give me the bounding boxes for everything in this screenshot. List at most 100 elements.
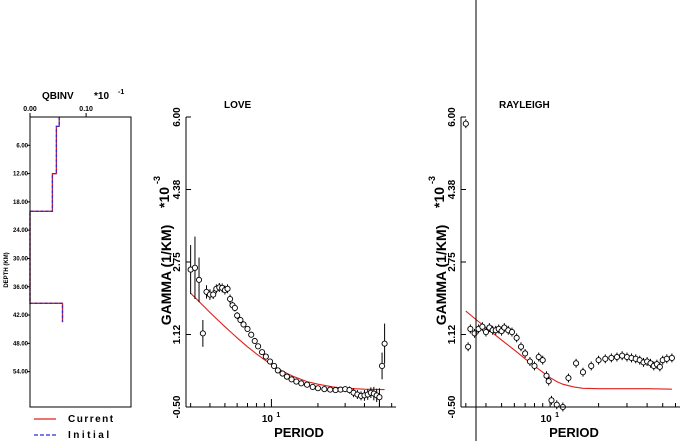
qbinv-x-tick-label: 0.00 xyxy=(23,106,37,113)
rayleigh-multiplier: *10 xyxy=(431,187,447,208)
rayleigh-x-tick-label: 10 xyxy=(541,414,553,425)
love-data-point xyxy=(321,386,328,393)
love-data-point xyxy=(274,367,281,374)
rayleigh-data-point xyxy=(545,378,552,385)
legend-current-label: Current xyxy=(68,414,115,425)
qbinv-y-tick-label: 42.00 xyxy=(13,313,29,319)
rayleigh-data-point xyxy=(462,120,469,127)
love-data-point xyxy=(195,276,203,283)
love-data-point xyxy=(327,386,334,393)
rayleigh-data-point xyxy=(588,362,595,370)
qbinv-y-tick-label: 12.00 xyxy=(13,172,29,178)
love-model-curve xyxy=(190,292,385,391)
love-data-point xyxy=(314,385,321,392)
rayleigh-data-point xyxy=(608,354,615,361)
love-data-point xyxy=(283,373,290,380)
love-data-point xyxy=(237,316,244,324)
love-data-point xyxy=(244,325,251,332)
love-title: LOVE xyxy=(224,100,252,111)
love-data-point xyxy=(262,353,269,360)
rayleigh-data-point xyxy=(543,372,550,379)
love-data-point xyxy=(376,394,383,401)
rayleigh-data-point xyxy=(522,350,529,357)
rayleigh-y-axis-label: GAMMA (1/KM) xyxy=(433,225,449,326)
love-data-point xyxy=(240,321,247,328)
qbinv-x-tick-label: 0.10 xyxy=(79,106,93,113)
love-data-point xyxy=(224,285,231,292)
qbinv-y-tick-label: 18.00 xyxy=(13,200,29,206)
rayleigh-data-point xyxy=(531,362,538,370)
rayleigh-data-point xyxy=(465,343,472,350)
rayleigh-data-point xyxy=(668,354,675,361)
qbinv-y-tick-label: 24.00 xyxy=(13,228,29,234)
love-data-point xyxy=(293,378,300,385)
legend-initial-label: Initial xyxy=(68,430,112,441)
rayleigh-y-tick-label: 1.12 xyxy=(447,324,458,344)
qbinv-panel: QBINV *10 -1 0.00 0.10 6.00 12.00 18.00 24.0… xyxy=(4,89,132,408)
qbinv-title: QBINV xyxy=(42,91,74,102)
love-data-point xyxy=(199,330,206,337)
rayleigh-data-point xyxy=(613,353,621,361)
qbinv-initial-profile xyxy=(29,117,64,323)
qbinv-multiplier-exponent: -1 xyxy=(118,89,124,96)
rayleigh-data-point xyxy=(573,360,580,367)
qbinv-y-tick-label: 30.00 xyxy=(13,256,29,262)
qbinv-y-axis-label: DEPTH (KM) xyxy=(4,252,10,287)
rayleigh-data-point xyxy=(579,369,587,376)
love-y-tick-label: 2.75 xyxy=(172,252,183,272)
love-multiplier: *10 xyxy=(156,187,172,208)
rayleigh-data-point xyxy=(663,355,670,362)
qbinv-y-tick-label: 36.00 xyxy=(13,285,29,291)
rayleigh-data-point xyxy=(513,334,520,341)
love-y-axis-label: GAMMA (1/KM) xyxy=(158,225,174,326)
love-x-axis-label: PERIOD xyxy=(274,425,324,440)
qbinv-y-tick-label: 54.00 xyxy=(13,370,29,376)
rayleigh-panel: RAYLEIGH GAMMA (1/KM) *10 -3 -0.50 1.12 2.… xyxy=(427,0,680,441)
rayleigh-y-tick-label: 2.75 xyxy=(447,252,458,272)
love-data-point xyxy=(303,381,311,388)
qbinv-frame xyxy=(29,116,132,408)
love-x-tick-label-exponent: 1 xyxy=(276,412,280,419)
love-panel: LOVE GAMMA (1/KM) *10 -3 -0.50 1.12 2.75 4.… xyxy=(152,100,396,440)
love-data-point xyxy=(210,291,217,298)
rayleigh-data-point xyxy=(602,355,609,362)
love-multiplier-exponent: -3 xyxy=(152,176,162,184)
love-data-point xyxy=(227,295,234,303)
love-data-point xyxy=(191,264,199,271)
rayleigh-x-tick-label-exponent: 1 xyxy=(555,412,559,419)
qbinv-y-tick-label: 6.00 xyxy=(16,143,28,149)
rayleigh-data-point xyxy=(548,397,555,404)
rayleigh-y-tick-label: 6.00 xyxy=(447,107,458,127)
rayleigh-data-point xyxy=(479,323,486,330)
rayleigh-y-tick-label: 4.38 xyxy=(447,179,458,199)
love-data-point xyxy=(346,386,353,394)
rayleigh-data-point xyxy=(565,374,572,382)
love-y-tick-label: 4.38 xyxy=(172,179,183,199)
love-y-tick-label: -0.50 xyxy=(172,395,183,418)
love-y-tick-label: 1.12 xyxy=(172,324,183,344)
love-data-point xyxy=(259,349,266,356)
love-data-point xyxy=(267,358,274,365)
rayleigh-data-point xyxy=(595,357,602,364)
rayleigh-x-axis-label: PERIOD xyxy=(549,425,599,440)
love-data-point xyxy=(251,337,258,345)
love-y-tick-label: 6.00 xyxy=(172,107,183,127)
love-data-point xyxy=(298,380,305,387)
rayleigh-data-point xyxy=(539,357,546,364)
qbinv-multiplier: *10 xyxy=(94,91,109,102)
love-data-point xyxy=(332,386,339,394)
love-x-tick-label: 10 xyxy=(262,414,274,425)
love-data-point xyxy=(248,331,255,338)
qbinv-y-tick-label: 48.00 xyxy=(13,341,29,347)
rayleigh-data-point xyxy=(517,343,525,350)
rayleigh-data-point xyxy=(508,328,516,336)
love-data-point xyxy=(231,304,238,312)
rayleigh-y-tick-label: -0.50 xyxy=(447,395,458,418)
rayleigh-title: RAYLEIGH xyxy=(499,100,550,111)
love-data-point xyxy=(379,362,386,370)
rayleigh-data-point xyxy=(482,328,490,336)
qbinv-current-profile xyxy=(29,117,64,323)
rayleigh-multiplier-exponent: -3 xyxy=(427,176,437,184)
legend: Current Initial xyxy=(34,414,115,441)
